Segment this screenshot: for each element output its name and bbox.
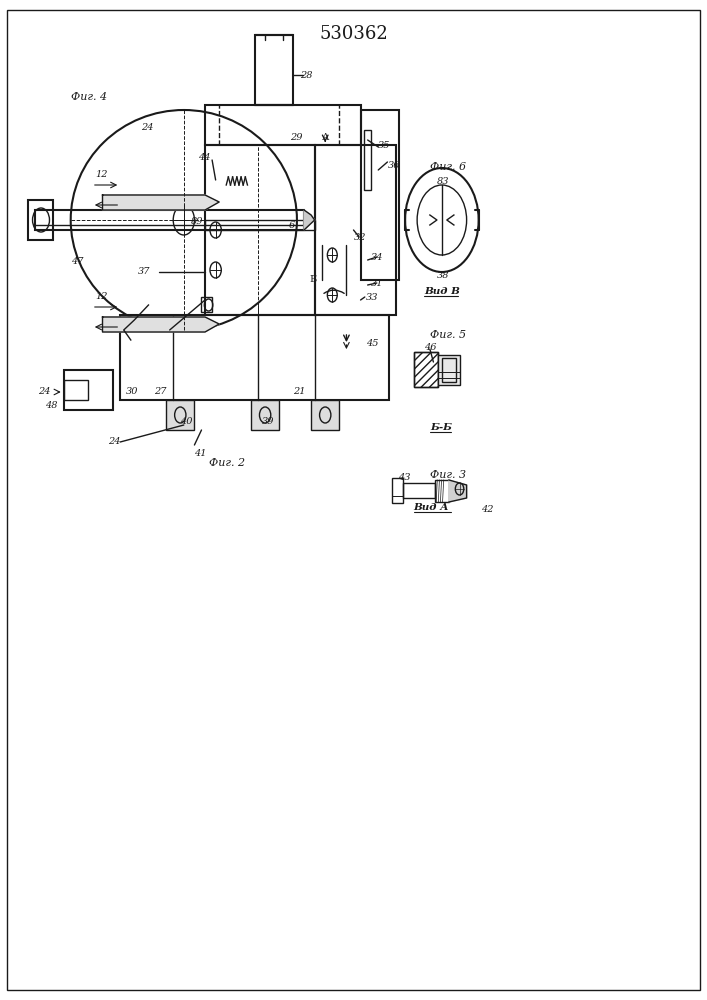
Text: 41: 41 — [194, 450, 207, 458]
Text: 36: 36 — [387, 160, 400, 169]
Text: Фиг. 6: Фиг. 6 — [430, 162, 466, 172]
Bar — [403, 483, 435, 498]
Polygon shape — [103, 195, 219, 210]
Bar — [315, 145, 396, 315]
Bar — [311, 400, 339, 430]
Text: 12: 12 — [95, 292, 108, 301]
Text: 33: 33 — [366, 292, 379, 302]
Bar — [435, 480, 449, 502]
Bar — [364, 130, 371, 190]
Text: Фиг. 4: Фиг. 4 — [71, 92, 107, 102]
Text: 46: 46 — [424, 342, 437, 352]
Text: А: А — [322, 133, 329, 142]
Text: 21: 21 — [293, 387, 306, 396]
Text: 24: 24 — [141, 123, 154, 132]
Polygon shape — [304, 210, 315, 230]
Bar — [64, 380, 88, 400]
Bar — [28, 200, 53, 240]
Text: Вид В: Вид В — [424, 288, 460, 296]
Bar — [205, 145, 315, 315]
Text: 31: 31 — [371, 279, 384, 288]
Text: 89: 89 — [191, 218, 204, 227]
Bar — [414, 352, 438, 387]
Bar — [166, 400, 194, 430]
Text: 43: 43 — [398, 474, 411, 483]
Bar — [201, 297, 212, 312]
Bar — [35, 210, 304, 230]
Text: 38: 38 — [437, 271, 450, 280]
Polygon shape — [103, 317, 219, 332]
Text: 24: 24 — [38, 387, 51, 396]
Text: Фиг. 5: Фиг. 5 — [430, 330, 466, 340]
Text: 45: 45 — [366, 338, 379, 348]
Text: 12: 12 — [95, 170, 108, 179]
Text: 44: 44 — [198, 153, 211, 162]
Text: Вид А: Вид А — [414, 504, 449, 512]
Text: 48: 48 — [45, 401, 58, 410]
Text: 83: 83 — [437, 178, 450, 186]
Text: 32: 32 — [354, 232, 366, 241]
Text: 29: 29 — [290, 133, 303, 142]
Text: Б: Б — [310, 275, 317, 284]
Bar — [64, 370, 113, 410]
Text: 24: 24 — [107, 438, 120, 446]
Text: 42: 42 — [481, 506, 493, 514]
Bar — [442, 358, 456, 382]
Text: 530362: 530362 — [319, 25, 388, 43]
Text: 30: 30 — [126, 387, 139, 396]
Text: 40: 40 — [180, 418, 193, 426]
Bar — [392, 478, 403, 503]
Bar — [414, 352, 438, 387]
Text: Фиг. 3: Фиг. 3 — [430, 470, 466, 480]
Bar — [205, 220, 315, 230]
Text: Б-Б: Б-Б — [430, 424, 452, 432]
Bar — [120, 315, 389, 400]
Bar — [205, 105, 361, 145]
Bar — [438, 355, 460, 385]
Text: 27: 27 — [154, 387, 167, 396]
Text: 39: 39 — [262, 418, 274, 426]
Text: 47: 47 — [71, 257, 83, 266]
Text: 35: 35 — [378, 140, 391, 149]
Bar — [361, 110, 399, 280]
Bar — [251, 400, 279, 430]
Text: 34: 34 — [371, 253, 384, 262]
Text: Фиг. 2: Фиг. 2 — [209, 458, 245, 468]
Text: 6: 6 — [288, 221, 295, 230]
Text: 37: 37 — [138, 267, 151, 276]
Polygon shape — [449, 480, 467, 502]
Bar — [255, 35, 293, 105]
Text: 28: 28 — [300, 70, 313, 80]
